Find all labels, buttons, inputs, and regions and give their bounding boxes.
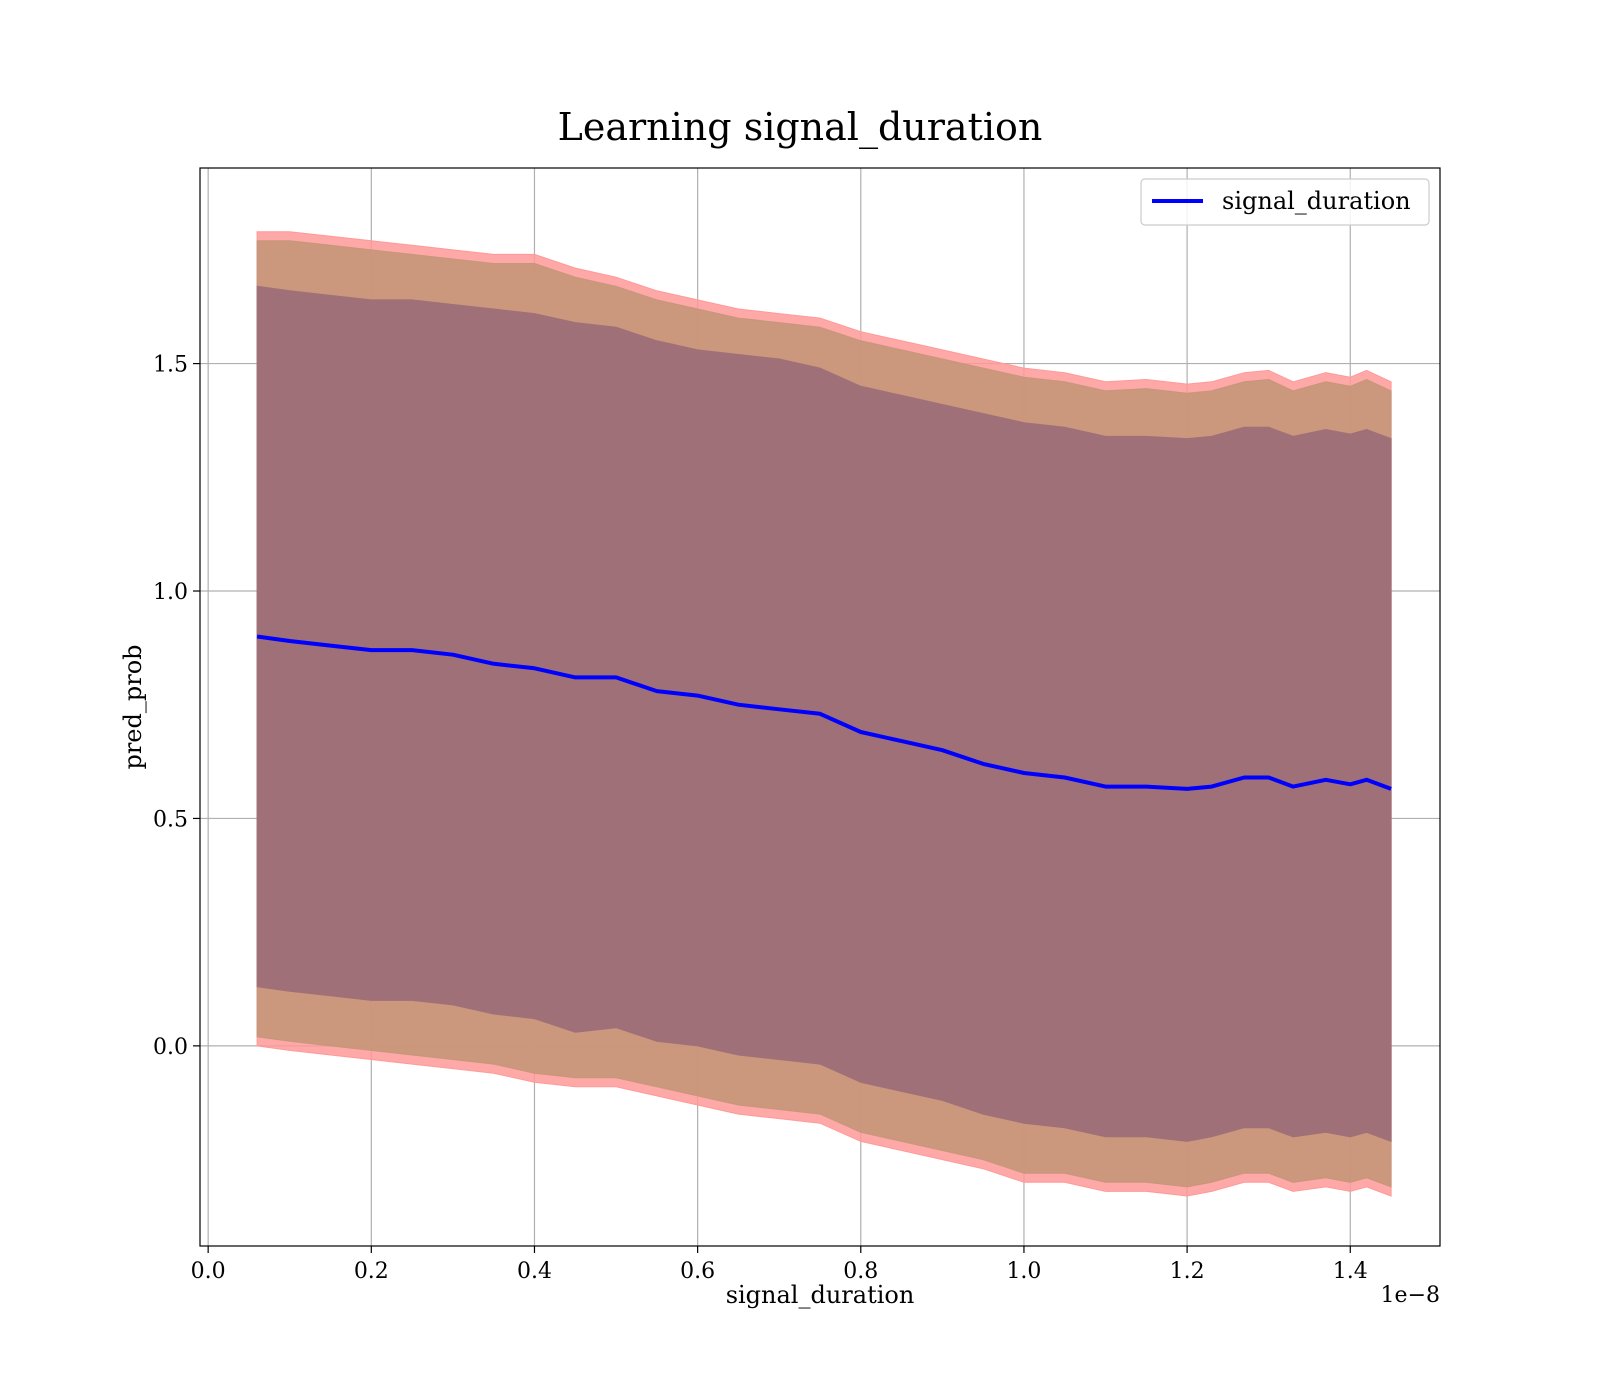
y-tick-label: 0.5 [153,807,188,832]
series-line [256,634,1392,791]
legend: signal_duration [1140,178,1430,226]
x-tick-label: 1.4 [1333,1259,1368,1284]
y-tick-label: 1.0 [153,580,188,605]
x-tick-label: 1.0 [1006,1259,1041,1284]
confidence-bands [256,231,1392,1197]
y-tick-label: 0.0 [153,1035,188,1060]
legend-label: signal_duration [1222,187,1411,215]
x-tick-label: 0.2 [354,1259,389,1284]
x-tick-label: 0.8 [843,1259,878,1284]
y-tick-label: 1.5 [153,353,188,378]
x-axis-ticks: 0.0 0.2 0.4 0.6 0.8 1.0 1.2 1.4 [191,1246,1368,1284]
legend-box [1140,178,1430,226]
y-axis-title: pred_prob [119,644,147,769]
chart-title: Learning signal_duration [558,105,1043,150]
y-axis-ticks: 0.0 0.5 1.0 1.5 [153,353,200,1060]
x-tick-label: 1.2 [1170,1259,1205,1284]
x-tick-label: 0.0 [191,1259,226,1284]
series-lines [256,634,1392,791]
x-axis-title: signal_duration [726,1281,915,1309]
x-tick-label: 0.6 [680,1259,715,1284]
plot-frame [199,167,1441,1247]
x-tick-label: 0.4 [517,1259,552,1284]
x-axis-offset-label: 1e−8 [1381,1283,1440,1308]
